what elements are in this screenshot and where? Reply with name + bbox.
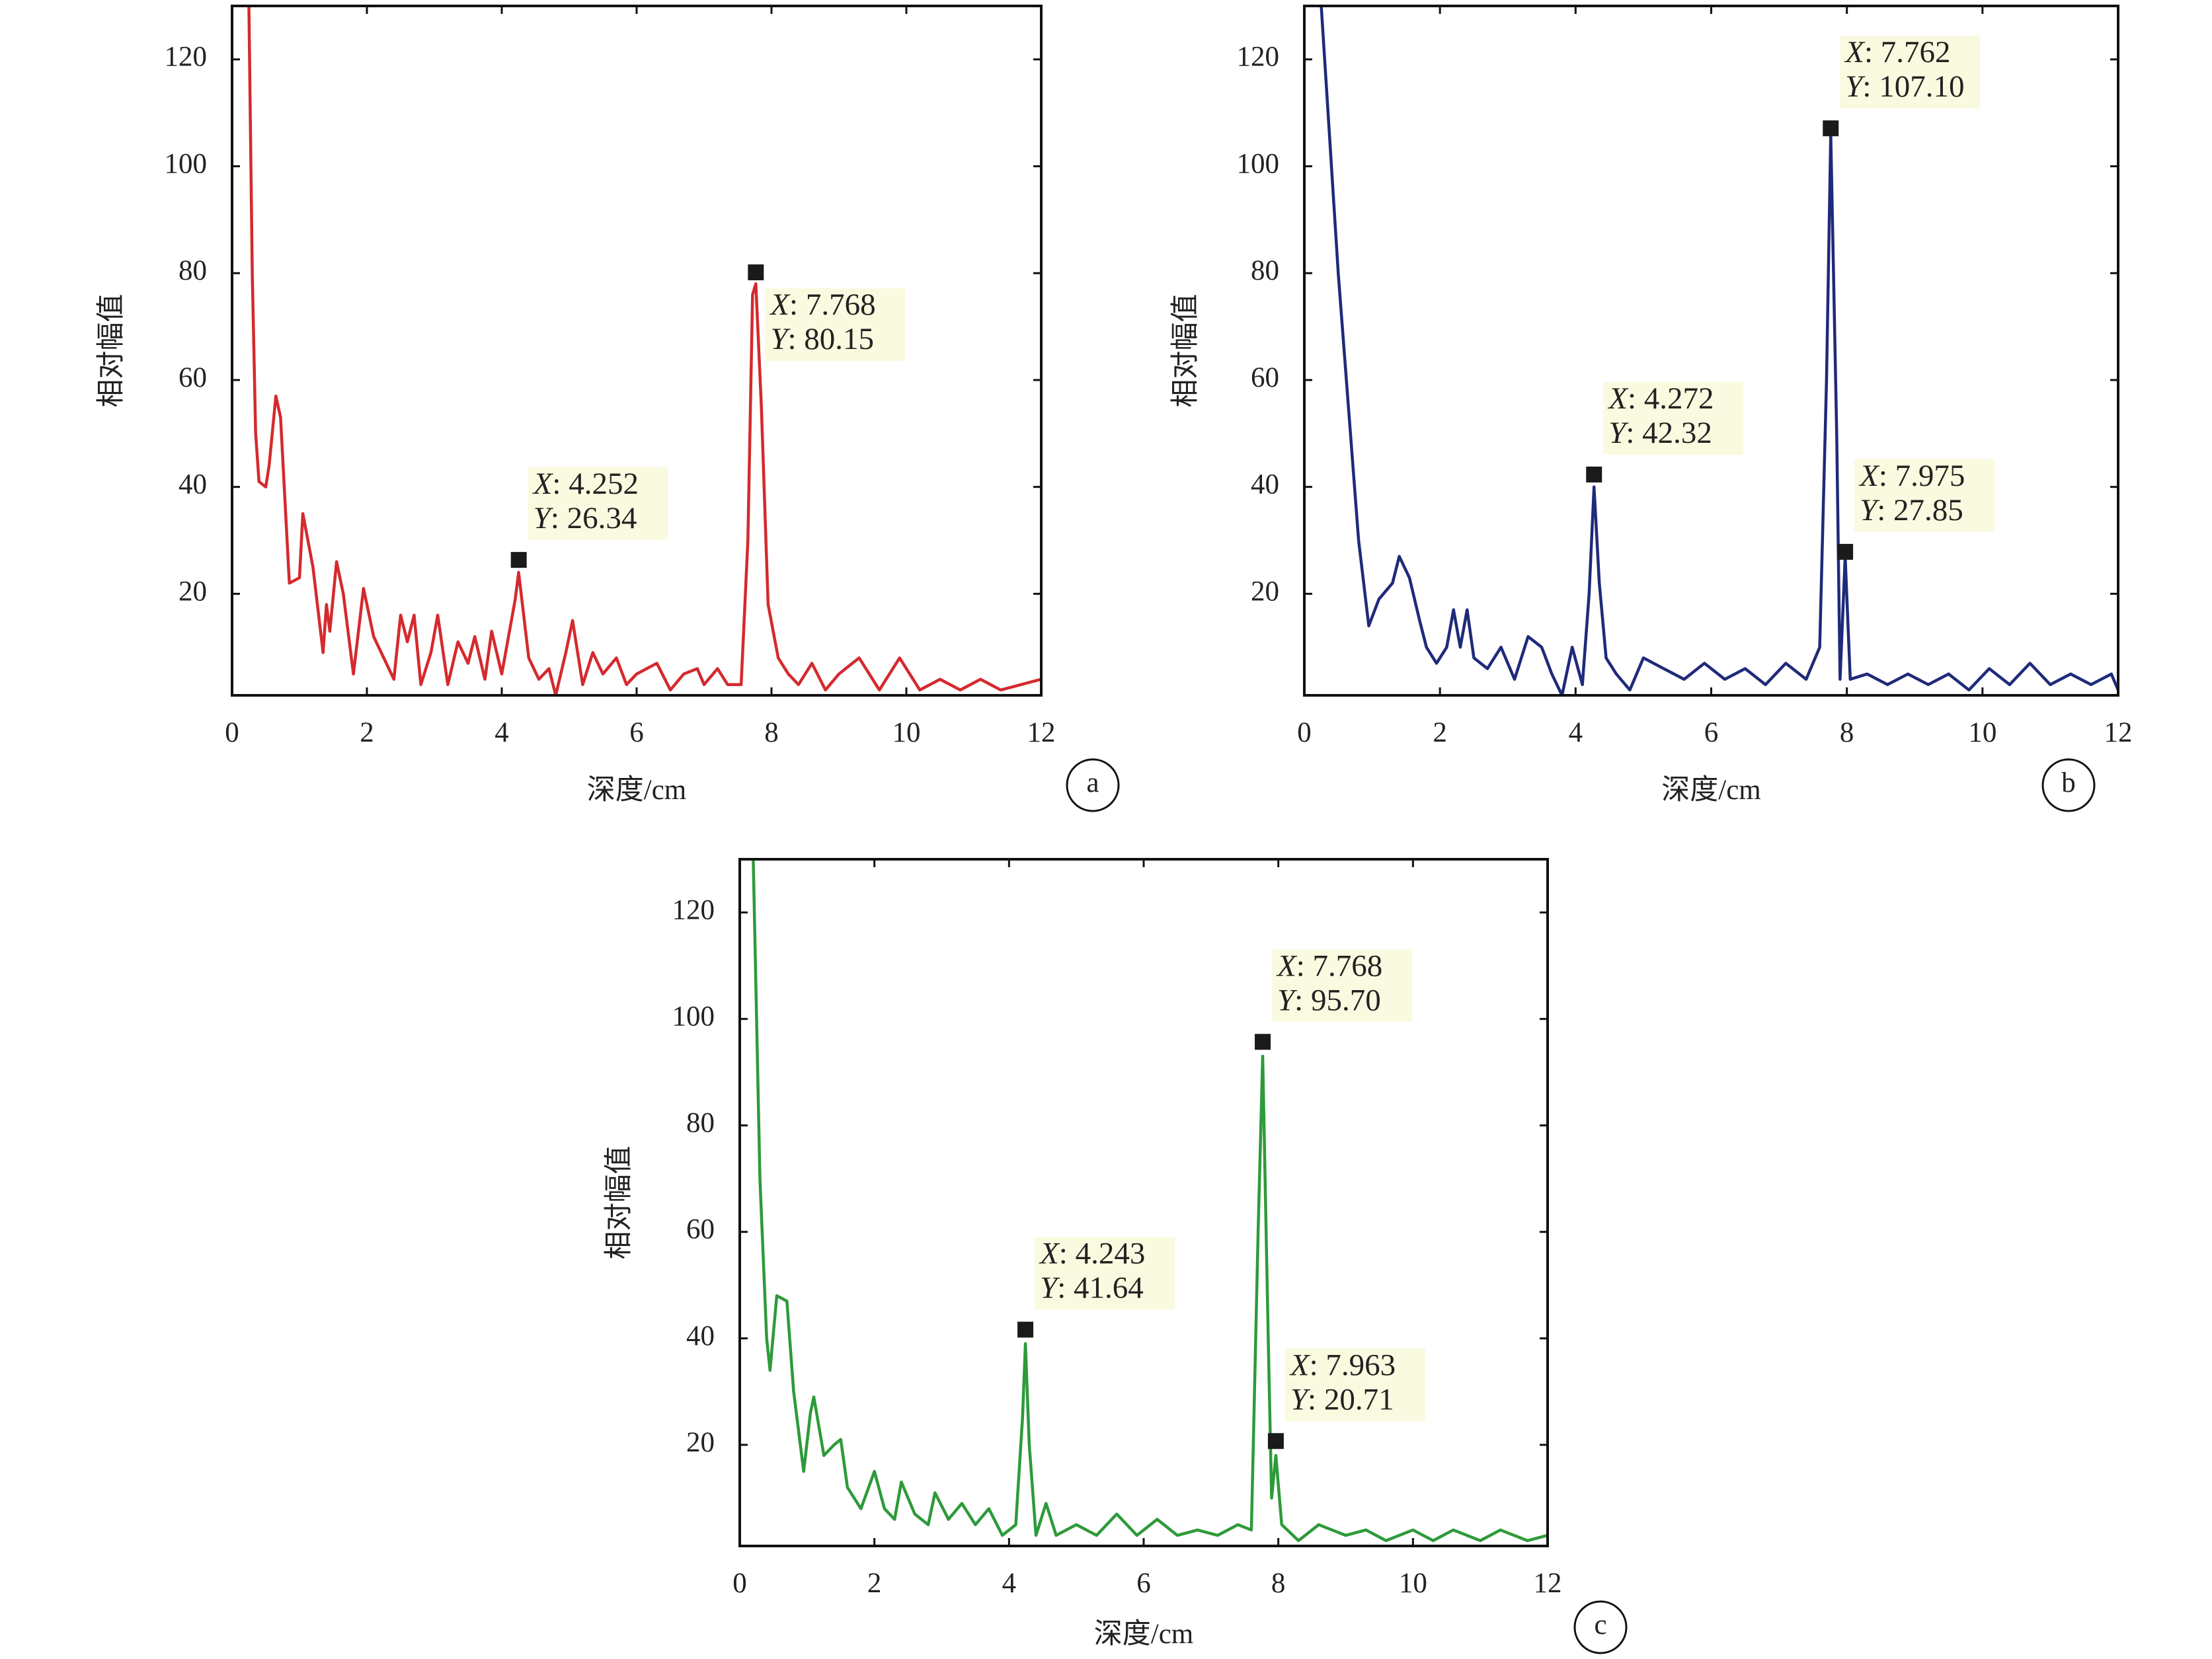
annotation-marker <box>1837 543 1854 560</box>
annotation-box <box>1603 381 1744 455</box>
x-tick-label: 4 <box>494 717 509 748</box>
annotation-marker <box>748 264 764 281</box>
y-tick-label: 80 <box>1251 255 1279 286</box>
x-tick-label: 6 <box>629 717 644 748</box>
y-axis-label: 相对幅值 <box>1170 294 1201 408</box>
y-axis-label: 相对幅值 <box>96 294 127 408</box>
panel-label: a <box>1086 767 1099 798</box>
annotation-marker <box>510 552 527 568</box>
x-axis-label: 深度/cm <box>1661 775 1760 806</box>
annotation-box <box>1284 1348 1425 1422</box>
x-tick-label: 2 <box>1433 717 1447 748</box>
annotation-text: X: 7.975 <box>1858 459 1965 493</box>
annotation-box <box>1840 36 1981 109</box>
data-line <box>1320 6 2118 695</box>
panel-circle <box>1573 1600 1628 1654</box>
x-tick-label: 8 <box>1840 717 1854 748</box>
annotation-text: Y: 27.85 <box>1860 493 1963 527</box>
x-tick-label: 12 <box>1027 717 1056 748</box>
panel-label: b <box>2061 767 2076 798</box>
y-tick-label: 100 <box>1237 148 1280 179</box>
plot <box>752 859 1548 1543</box>
annotation-text: Y: 42.32 <box>1608 416 1712 450</box>
x-tick-label: 8 <box>764 717 779 748</box>
x-axis-label: 深度/cm <box>1094 1619 1193 1650</box>
annotation-text: X: 4.272 <box>1607 381 1714 416</box>
annotation-box <box>1035 1237 1175 1310</box>
x-tick-label: 8 <box>1271 1568 1286 1599</box>
y-tick-label: 60 <box>686 1214 715 1245</box>
y-tick-label: 60 <box>178 362 207 393</box>
annotation-text: X: 7.963 <box>1289 1348 1396 1382</box>
plot <box>1320 6 2118 695</box>
plot-frame <box>231 5 1043 697</box>
annotation-text: Y: 107.10 <box>1845 69 1964 104</box>
panel-circle <box>2041 758 2096 812</box>
annotation-text: Y: 26.34 <box>533 501 637 535</box>
annotation-marker <box>1586 466 1602 482</box>
plot-frame <box>738 858 1549 1547</box>
y-axis-label: 相对幅值 <box>604 1146 635 1260</box>
annotation-marker <box>1255 1034 1271 1050</box>
annotation-box <box>1854 459 1995 532</box>
x-tick-label: 2 <box>360 717 374 748</box>
y-tick-label: 40 <box>686 1321 715 1352</box>
plot <box>247 6 1041 695</box>
x-tick-label: 0 <box>732 1568 747 1599</box>
y-tick-label: 120 <box>165 42 208 73</box>
y-tick-label: 60 <box>1251 362 1279 393</box>
y-tick-label: 80 <box>178 255 207 286</box>
plot-frame <box>1303 5 2119 697</box>
y-tick-label: 120 <box>1237 42 1280 73</box>
annotation-marker <box>1267 1433 1284 1449</box>
x-tick-label: 6 <box>1136 1568 1151 1599</box>
y-tick-label: 40 <box>1251 469 1279 500</box>
x-tick-label: 6 <box>1704 717 1719 748</box>
data-line <box>247 6 1041 695</box>
x-tick-label: 0 <box>225 717 239 748</box>
annotation-marker <box>1017 1321 1034 1338</box>
annotation-text: X: 4.243 <box>1039 1236 1145 1270</box>
y-tick-label: 120 <box>672 894 715 925</box>
x-tick-label: 10 <box>1399 1568 1427 1599</box>
annotation-text: X: 7.762 <box>1844 35 1950 69</box>
annotation-text: X: 7.768 <box>1276 948 1382 983</box>
x-axis-label: 深度/cm <box>587 775 686 806</box>
y-tick-label: 40 <box>178 469 207 500</box>
panel-circle <box>1066 758 1120 812</box>
x-tick-label: 0 <box>1297 717 1312 748</box>
x-tick-label: 10 <box>892 717 921 748</box>
x-tick-label: 4 <box>1569 717 1583 748</box>
y-tick-label: 20 <box>686 1427 715 1458</box>
annotation-marker <box>1823 120 1839 137</box>
y-tick-label: 100 <box>165 148 208 179</box>
y-tick-label: 100 <box>672 1001 715 1032</box>
x-tick-label: 10 <box>1968 717 1996 748</box>
x-tick-label: 2 <box>867 1568 882 1599</box>
data-line <box>752 859 1548 1543</box>
y-tick-label: 20 <box>178 576 207 607</box>
annotation-box <box>765 288 906 362</box>
x-tick-label: 4 <box>1002 1568 1017 1599</box>
annotation-text: X: 7.768 <box>769 288 875 322</box>
y-tick-label: 80 <box>686 1108 715 1139</box>
y-tick-label: 20 <box>1251 576 1279 607</box>
annotation-text: Y: 95.70 <box>1277 983 1381 1017</box>
annotation-box <box>528 467 668 541</box>
x-tick-label: 12 <box>1534 1568 1562 1599</box>
annotation-text: X: 4.252 <box>532 467 639 501</box>
annotation-box <box>1272 949 1413 1022</box>
annotation-text: Y: 41.64 <box>1040 1270 1144 1305</box>
annotation-text: Y: 80.15 <box>770 322 874 356</box>
annotation-text: Y: 20.71 <box>1290 1382 1394 1416</box>
x-tick-label: 12 <box>2104 717 2133 748</box>
panel-label: c <box>1594 1609 1606 1640</box>
